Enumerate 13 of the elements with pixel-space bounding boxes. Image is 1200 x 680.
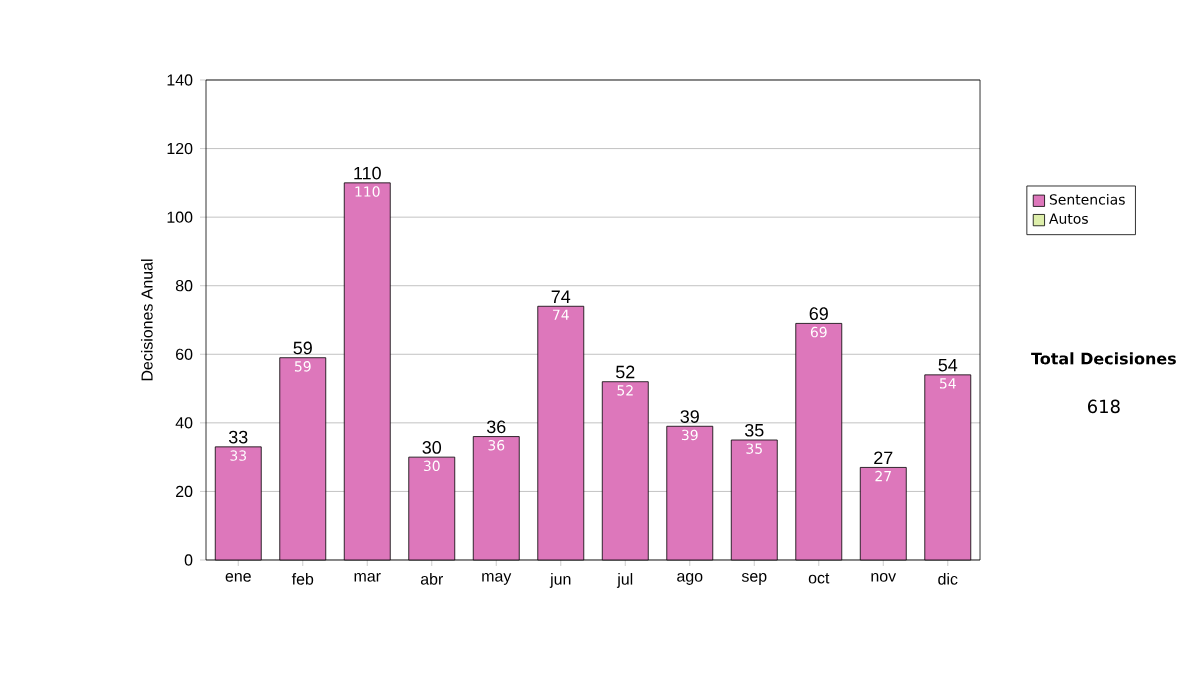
total-label: 27 (874, 451, 893, 465)
total-label: 39 (680, 410, 699, 423)
total-label: 33 (228, 430, 248, 444)
text: 618 (1088, 399, 1120, 414)
total-label: 54 (938, 358, 958, 372)
total-label: 30 (422, 441, 442, 454)
total-label: 52 (616, 365, 635, 379)
total-label: 36 (486, 420, 506, 434)
total-label: 74 (551, 290, 571, 303)
total-label: 59 (293, 341, 312, 355)
total-label: 110 (354, 166, 381, 180)
total-label: 69 (809, 307, 828, 321)
total-label: 35 (744, 423, 764, 437)
